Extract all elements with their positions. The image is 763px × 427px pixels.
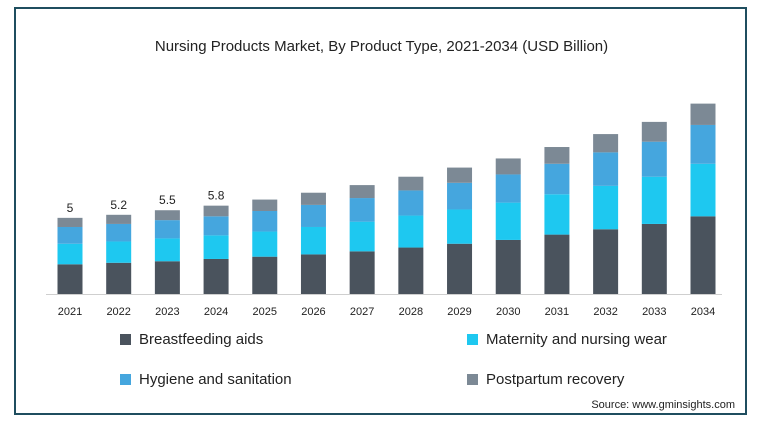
legend-item-hygiene-sanitation: Hygiene and sanitation: [120, 371, 292, 388]
legend-label-hygiene-sanitation: Hygiene and sanitation: [139, 371, 292, 388]
bar-segment-2029-hygiene-and-sanitation: [447, 182, 473, 210]
legend-label-maternity-nursing-wear: Maternity and nursing wear: [486, 331, 667, 348]
bar-segment-2024-postpartum-recovery: [203, 205, 229, 217]
bar-segment-2026-maternity-and-nursing-wear: [300, 226, 326, 255]
bar-segment-2023-breastfeeding-aids: [154, 261, 180, 294]
bar-segment-2028-postpartum-recovery: [398, 176, 424, 191]
bar-segment-2032-hygiene-and-sanitation: [593, 152, 619, 186]
data-label-2022: 5.2: [110, 198, 127, 212]
x-tick-label-2021: 2021: [58, 306, 82, 318]
bar-segment-2034-postpartum-recovery: [690, 103, 716, 125]
bar-segment-2030-hygiene-and-sanitation: [495, 174, 521, 203]
bar-segment-2033-breastfeeding-aids: [641, 223, 667, 294]
bar-segment-2027-breastfeeding-aids: [349, 251, 375, 294]
bar-segment-2030-postpartum-recovery: [495, 158, 521, 175]
bar-segment-2026-breastfeeding-aids: [300, 254, 326, 294]
x-tick-label-2032: 2032: [593, 306, 617, 318]
legend-label-postpartum-recovery: Postpartum recovery: [486, 371, 625, 388]
bar-segment-2026-postpartum-recovery: [300, 192, 326, 205]
bar-segment-2030-breastfeeding-aids: [495, 239, 521, 294]
bar-segment-2033-postpartum-recovery: [641, 121, 667, 142]
bar-segment-2029-maternity-and-nursing-wear: [447, 209, 473, 244]
bar-segment-2032-postpartum-recovery: [593, 134, 619, 153]
bar-segment-2026-hygiene-and-sanitation: [300, 204, 326, 227]
legend-swatch-hygiene-sanitation: [120, 374, 131, 385]
bar-segment-2021-hygiene-and-sanitation: [57, 226, 83, 244]
bar-segment-2025-breastfeeding-aids: [252, 256, 278, 294]
bar-segment-2021-maternity-and-nursing-wear: [57, 243, 83, 265]
bar-segment-2029-breastfeeding-aids: [447, 243, 473, 294]
x-tick-label-2029: 2029: [447, 306, 471, 318]
bar-segment-2028-maternity-and-nursing-wear: [398, 215, 424, 248]
x-tick-label-2028: 2028: [399, 306, 423, 318]
legend-item-maternity-nursing-wear: Maternity and nursing wear: [467, 331, 667, 348]
bar-segment-2023-hygiene-and-sanitation: [154, 220, 180, 239]
x-tick-label-2030: 2030: [496, 306, 520, 318]
bar-segment-2030-maternity-and-nursing-wear: [495, 202, 521, 240]
bar-segment-2027-postpartum-recovery: [349, 185, 375, 199]
bar-segment-2034-maternity-and-nursing-wear: [690, 163, 716, 217]
x-tick-label-2023: 2023: [155, 306, 179, 318]
legend-swatch-maternity-nursing-wear: [467, 334, 478, 345]
data-label-2021: 5: [67, 201, 74, 215]
bar-segment-2022-postpartum-recovery: [106, 214, 132, 224]
bar-segment-2023-maternity-and-nursing-wear: [154, 238, 180, 262]
bar-segment-2028-hygiene-and-sanitation: [398, 190, 424, 216]
bar-segment-2022-maternity-and-nursing-wear: [106, 241, 132, 263]
chart-title: Nursing Products Market, By Product Type…: [154, 38, 609, 55]
bar-segment-2033-maternity-and-nursing-wear: [641, 176, 667, 224]
x-tick-label-2025: 2025: [253, 306, 277, 318]
x-tick-label-2031: 2031: [545, 306, 569, 318]
x-tick-label-2027: 2027: [350, 306, 374, 318]
bar-segment-2024-breastfeeding-aids: [203, 258, 229, 294]
bar-segment-2031-postpartum-recovery: [544, 147, 570, 164]
bar-segment-2024-hygiene-and-sanitation: [203, 216, 229, 236]
bar-segment-2029-postpartum-recovery: [447, 167, 473, 183]
chart-frame: [14, 7, 747, 415]
source-note: Source: www.gminsights.com: [591, 399, 735, 411]
bar-segment-2023-postpartum-recovery: [154, 210, 180, 221]
bar-segment-2027-hygiene-and-sanitation: [349, 198, 375, 222]
bar-segment-2025-hygiene-and-sanitation: [252, 210, 278, 232]
bar-segment-2022-hygiene-and-sanitation: [106, 223, 132, 242]
bar-segment-2021-breastfeeding-aids: [57, 264, 83, 294]
bar-segment-2033-hygiene-and-sanitation: [641, 141, 667, 177]
bar-segment-2025-maternity-and-nursing-wear: [252, 231, 278, 257]
legend-swatch-postpartum-recovery: [467, 374, 478, 385]
bar-segment-2034-hygiene-and-sanitation: [690, 124, 716, 164]
bar-segment-2025-postpartum-recovery: [252, 199, 278, 211]
bar-segment-2027-maternity-and-nursing-wear: [349, 221, 375, 252]
x-tick-label-2022: 2022: [106, 306, 130, 318]
x-tick-label-2034: 2034: [691, 306, 715, 318]
legend-item-postpartum-recovery: Postpartum recovery: [467, 371, 624, 388]
legend-swatch-breastfeeding-aids: [120, 334, 131, 345]
bar-segment-2031-hygiene-and-sanitation: [544, 163, 570, 195]
x-tick-label-2033: 2033: [642, 306, 666, 318]
bar-segment-2034-breastfeeding-aids: [690, 216, 716, 294]
bar-segment-2032-maternity-and-nursing-wear: [593, 185, 619, 230]
bar-segment-2022-breastfeeding-aids: [106, 262, 132, 294]
bar-segment-2032-breastfeeding-aids: [593, 229, 619, 294]
bar-segment-2028-breastfeeding-aids: [398, 247, 424, 294]
data-label-2024: 5.8: [208, 189, 225, 203]
legend-label-breastfeeding-aids: Breastfeeding aids: [139, 331, 264, 348]
bar-segment-2031-maternity-and-nursing-wear: [544, 194, 570, 235]
bar-segment-2021-postpartum-recovery: [57, 217, 83, 227]
bar-segment-2031-breastfeeding-aids: [544, 234, 570, 294]
legend-item-breastfeeding-aids: Breastfeeding aids: [120, 331, 263, 348]
x-tick-label-2026: 2026: [301, 306, 325, 318]
data-label-2023: 5.5: [159, 193, 176, 207]
bar-segment-2024-maternity-and-nursing-wear: [203, 235, 229, 259]
x-tick-label-2024: 2024: [204, 306, 228, 318]
